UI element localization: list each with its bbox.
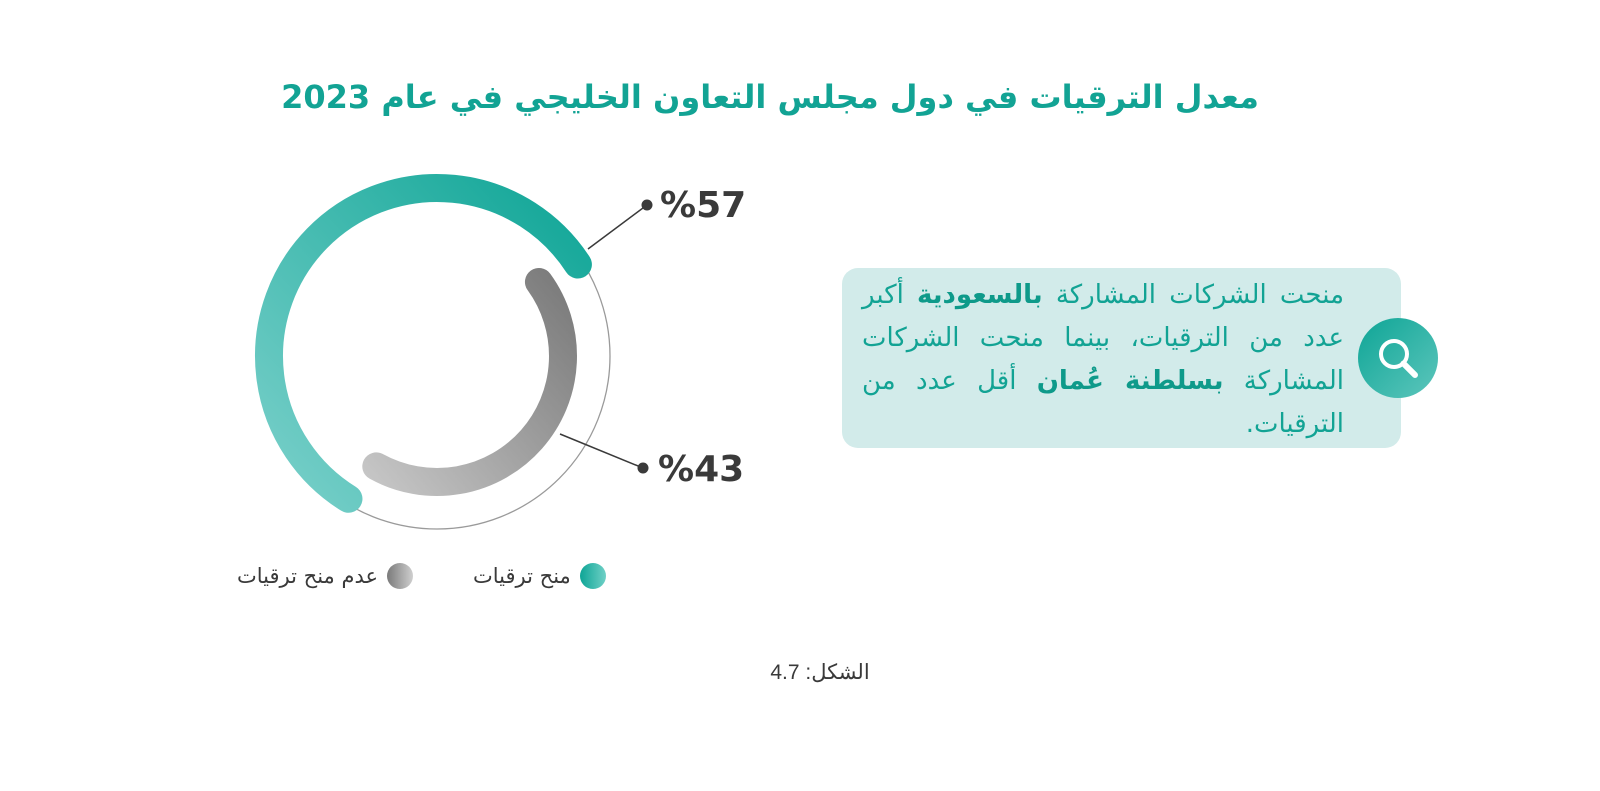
legend-swatch-granted <box>579 563 606 589</box>
legend-label-not-granted: عدم منح ترقيات <box>237 564 379 588</box>
leader-dot-not-granted <box>637 462 649 474</box>
chart-legend: منح ترقيات عدم منح ترقيات <box>225 563 645 597</box>
leader-line-granted <box>587 204 648 250</box>
legend-item-not-granted: عدم منح ترقيات <box>237 563 414 589</box>
insight-text: منحت الشركات المشاركة بالسعودية أكبر عدد… <box>862 280 1344 439</box>
legend-item-granted: منح ترقيات <box>473 563 606 589</box>
legend-swatch-not-granted <box>387 563 414 589</box>
figure-caption: الشكل: 4.7 <box>770 661 870 684</box>
value-label-not-granted: %43 <box>658 449 744 490</box>
chart-title: معدل الترقيات في دول مجلس التعاون الخليج… <box>281 78 1259 116</box>
arc-not-granted <box>362 267 577 496</box>
leader-dot-granted <box>641 199 653 211</box>
arc-granted <box>255 174 592 513</box>
insight-callout: منحت الشركات المشاركة بالسعودية أكبر عدد… <box>842 268 1401 448</box>
legend-label-granted: منح ترقيات <box>473 564 571 588</box>
highlight-country-saudi: بالسعودية <box>917 280 1043 310</box>
leader-line-not-granted <box>559 433 644 469</box>
magnifier-glyph <box>1379 339 1418 378</box>
value-label-granted: %57 <box>660 185 746 226</box>
donut-chart: %57 %43 <box>255 174 746 530</box>
search-icon <box>1358 318 1438 398</box>
highlight-country-oman: بسلطنة عُمان <box>1036 366 1224 396</box>
